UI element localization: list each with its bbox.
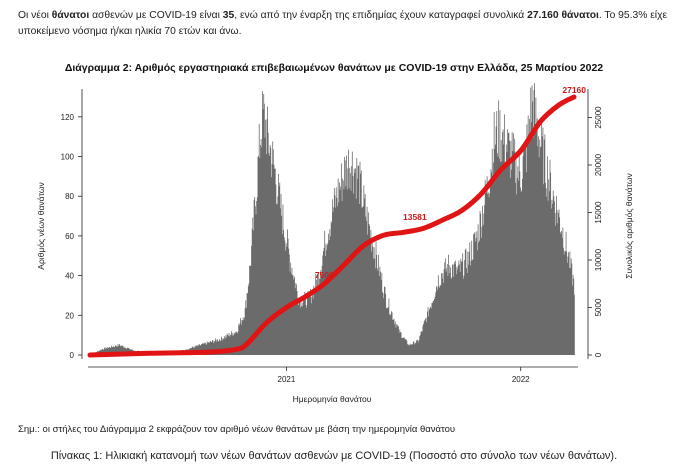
x-axis-label: Ημερομηνία θανάτου: [293, 394, 372, 404]
cumulative-annotation-label: 7500: [315, 270, 334, 280]
intro-part-2: ασθενών με COVID-19 είναι: [89, 10, 223, 21]
cumulative-deaths-series-line: [87, 94, 577, 358]
y-tick-label: 80: [65, 192, 74, 201]
y2-tick-label: 10000: [594, 248, 603, 271]
intro-text: Οι νέοι θάνατοι ασθενών με COVID-19 είνα…: [18, 8, 678, 40]
y2-tick-label: 20000: [594, 153, 603, 176]
y-tick-label: 60: [65, 232, 74, 241]
y-axis-label: Αριθμός νέων θανάτων: [36, 182, 46, 269]
intro-part-3: , ενώ από την έναρξη της επιδημίας έχουν…: [234, 10, 528, 21]
intro-part-1: Οι νέοι: [18, 10, 52, 21]
y2-tick-label: 0: [594, 352, 603, 357]
x-tick-label: 2021: [278, 375, 296, 384]
y-tick-label: 120: [61, 113, 75, 122]
intro-line-2: υποκείμενο νόσημα ή/και ηλικία 70 ετών κ…: [18, 26, 242, 37]
daily-deaths-bars: [90, 83, 575, 355]
deaths-chart: 7500 13581 27160 0 20 40 60 80 100 120 0 5000 10000…: [36, 83, 634, 404]
y2-tick-label: 25000: [594, 106, 603, 129]
cumulative-deaths-line: 7500 13581 27160: [87, 85, 586, 358]
y2-tick-label: 15000: [594, 201, 603, 224]
cumulative-annotation-label: 27160: [562, 85, 586, 95]
intro-deaths-word: θάνατοι: [51, 10, 90, 21]
chart-title: Διάγραμμα 2: Αριθμός εργαστηριακά επιβεβ…: [64, 62, 604, 74]
daily-deaths-bar-series: [90, 83, 575, 355]
y-tick-label: 40: [65, 272, 74, 281]
y2-axis-label: Συνολικός αριθμός θανάτων: [624, 173, 634, 279]
y-tick-label: 100: [61, 153, 75, 162]
y-tick-label: 0: [70, 351, 75, 360]
chart-axes: 0 20 40 60 80 100 120 0 5000 10000 15000 20000 25000…: [61, 89, 603, 384]
chart-footnote: Σημ.: οι στήλες του Διάγραμμα 2 εκφράζου…: [18, 424, 456, 435]
cumulative-annotation-label: 13581: [403, 212, 427, 222]
y-tick-label: 20: [65, 311, 74, 320]
intro-part-4: . Το 95.3% είχε: [598, 10, 668, 21]
total-deaths-value: 27.160 θάνατοι: [527, 10, 599, 21]
x-tick-label: 2022: [512, 375, 530, 384]
table-caption: Πίνακας 1: Ηλικιακή κατανομή των νέων θα…: [50, 450, 618, 462]
new-deaths-value: 35: [222, 10, 235, 21]
y2-tick-label: 5000: [594, 298, 603, 316]
